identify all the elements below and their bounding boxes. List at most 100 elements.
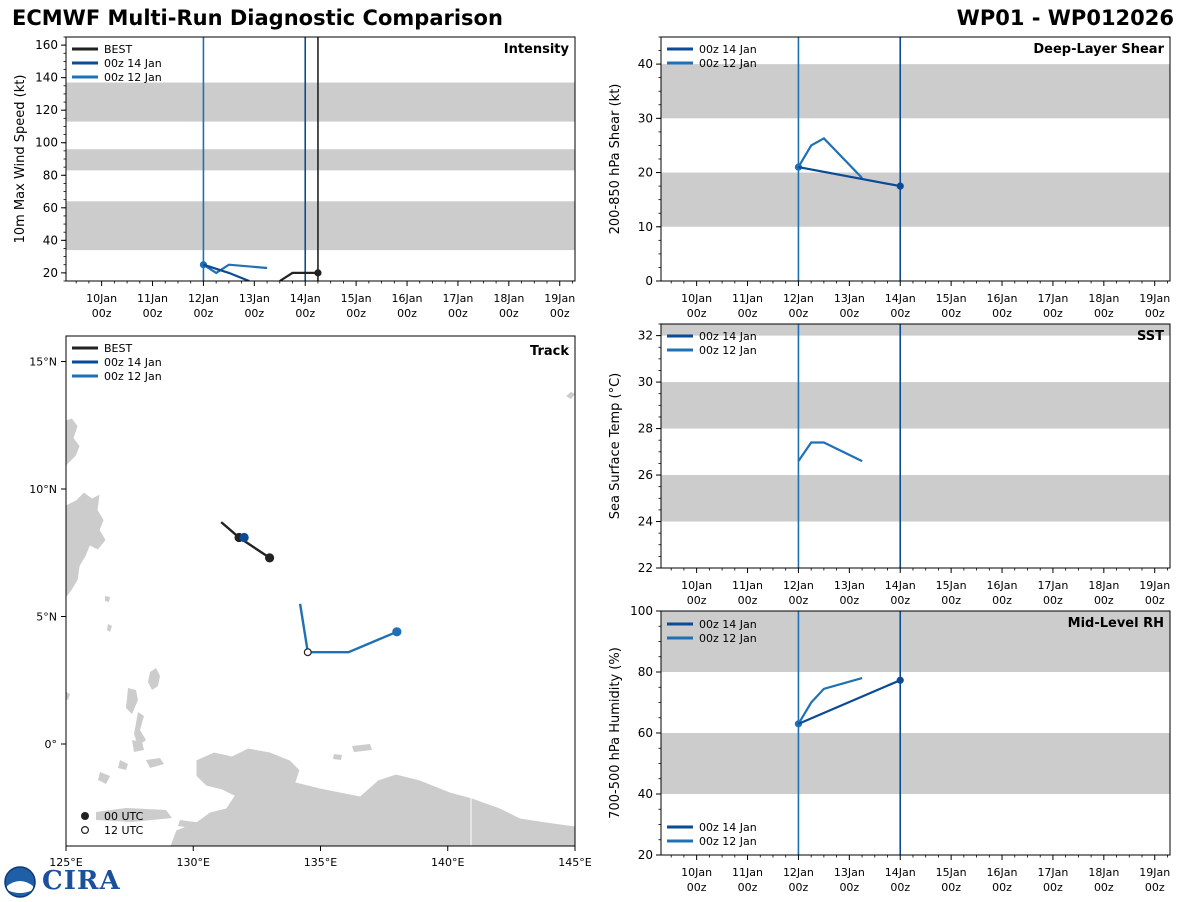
y-tick-label: 24 xyxy=(638,515,653,529)
x-tick-sublabel: 00z xyxy=(839,881,859,894)
y-tick-label: 100 xyxy=(35,136,58,150)
y-tick-label: 32 xyxy=(638,329,653,343)
y-tick-label: 22 xyxy=(638,561,653,575)
x-tick-sublabel: 00z xyxy=(1094,881,1114,894)
y-tick-label: 20 xyxy=(638,848,653,862)
x-tick-label: 145°E xyxy=(558,856,591,869)
cira-logo-text: CIRA xyxy=(42,866,121,896)
x-tick-label: 10Jan xyxy=(681,579,712,592)
sst-panel: 22 24 26 28 30 32 10Jan 00z 11Jan 00z 12Jan 00z 13Ja… xyxy=(608,323,1171,607)
series-group xyxy=(199,261,322,281)
x-tick-sublabel: 00z xyxy=(1094,307,1114,320)
x-tick-label: 10Jan xyxy=(86,292,117,305)
x-tick-label: 17Jan xyxy=(1037,292,1068,305)
x-tick-label: 19Jan xyxy=(1139,292,1170,305)
x-tick-label: 13Jan xyxy=(834,866,865,879)
legend-label: 00z 12 Jan xyxy=(699,57,757,70)
x-tick-sublabel: 00z xyxy=(295,307,315,320)
x-tick-label: 15Jan xyxy=(936,579,967,592)
shear-panel: 0 10 20 30 40 10Jan 00z 11Jan 00z 12Jan 00z 13Jan 00… xyxy=(608,36,1171,320)
y-axis-label: 200-850 hPa Shear (kt) xyxy=(608,84,623,235)
legend-label: 00z 14 Jan xyxy=(699,618,757,631)
land-new-guinea xyxy=(169,747,575,846)
track-marker-run_00z_12jan xyxy=(303,648,312,657)
legend-label: 00z 14 Jan xyxy=(699,330,757,343)
y-tick-label: 100 xyxy=(630,604,653,618)
x-tick-sublabel: 00z xyxy=(194,307,214,320)
x-tick-label: 13Jan xyxy=(834,579,865,592)
threshold-band xyxy=(661,382,1170,429)
legend-label: 00z 12 Jan xyxy=(699,632,757,645)
marker-legend-label: 12 UTC xyxy=(104,824,144,837)
axes-frame xyxy=(660,323,1171,569)
x-tick-label: 135°E xyxy=(304,856,337,869)
y-tick-label: 140 xyxy=(35,71,58,85)
y-tick-label: 40 xyxy=(638,787,653,801)
series-line-best xyxy=(279,271,318,281)
x-tick-sublabel: 00z xyxy=(738,594,758,607)
x-tick-label: 18Jan xyxy=(1088,579,1119,592)
x-tick-sublabel: 00z xyxy=(448,307,468,320)
x-tick-label: 14Jan xyxy=(885,292,916,305)
noaa-logo-icon xyxy=(4,866,36,898)
y-tick-label: 120 xyxy=(35,103,58,117)
series-line-run_00z_12jan xyxy=(202,263,268,275)
y-axis-label: 700-500 hPa Humidity (%) xyxy=(608,647,623,819)
x-tick-label: 125°E xyxy=(49,856,82,869)
series-line-run_00z_12jan xyxy=(797,441,863,463)
threshold-band xyxy=(661,64,1170,119)
legend-label: 00z 14 Jan xyxy=(104,57,162,70)
x-tick-label: 19Jan xyxy=(1139,866,1170,879)
x-tick-sublabel: 00z xyxy=(92,307,112,320)
x-tick-sublabel: 00z xyxy=(890,307,910,320)
x-tick-label: 19Jan xyxy=(544,292,575,305)
x-tick-label: 11Jan xyxy=(732,866,763,879)
x-tick-label: 18Jan xyxy=(493,292,524,305)
figure-title: ECMWF Multi-Run Diagnostic Comparison xyxy=(12,6,503,30)
x-tick-label: 10Jan xyxy=(681,866,712,879)
x-tick-label: 11Jan xyxy=(732,579,763,592)
legend-label: 00z 12 Jan xyxy=(699,344,757,357)
x-tick-sublabel: 00z xyxy=(789,594,809,607)
y-axis-label: Sea Surface Temp (°C) xyxy=(608,373,623,520)
x-tick-sublabel: 00z xyxy=(1094,594,1114,607)
track-marker-best xyxy=(265,553,275,563)
x-tick-label: 12Jan xyxy=(783,292,814,305)
panel-title: Track xyxy=(530,344,569,359)
x-tick-sublabel: 00z xyxy=(143,307,163,320)
threshold-band xyxy=(66,82,575,122)
x-tick-label: 17Jan xyxy=(1037,579,1068,592)
track-panel: 125°E 130°E 135°E 140°E 145°E 0° 5°N 10°N 15°N Tr… xyxy=(29,335,592,869)
panel-title: Intensity xyxy=(504,42,570,57)
series-marker-best xyxy=(314,269,322,277)
x-tick-sublabel: 00z xyxy=(687,881,707,894)
land-biak xyxy=(333,744,372,760)
intensity-panel: 20 40 60 80 100 120 140 160 10Jan 00z 11Jan 00z 12Ja… xyxy=(13,36,576,320)
storm-id: WP01 - WP012026 xyxy=(956,6,1174,30)
x-tick-label: 130°E xyxy=(177,856,210,869)
x-tick-sublabel: 00z xyxy=(1043,307,1063,320)
cira-logo: CIRA xyxy=(4,866,120,898)
y-tick-label: 160 xyxy=(35,38,58,52)
y-tick-label: 26 xyxy=(638,468,653,482)
legend-label: BEST xyxy=(104,342,132,355)
series-line-run_00z_14jan xyxy=(203,263,250,281)
y-tick-label: 0 xyxy=(645,274,653,288)
legend-label: 00z 14 Jan xyxy=(104,356,162,369)
land-philippines xyxy=(66,417,107,599)
marker-legend-symbol xyxy=(80,811,89,820)
x-tick-sublabel: 00z xyxy=(687,307,707,320)
y-tick-label: 15°N xyxy=(29,356,57,369)
track-line-run_00z_12jan xyxy=(298,603,398,654)
y-tick-label: 0° xyxy=(45,738,58,751)
x-tick-label: 16Jan xyxy=(392,292,423,305)
x-tick-label: 14Jan xyxy=(290,292,321,305)
x-tick-sublabel: 00z xyxy=(941,594,961,607)
x-tick-label: 16Jan xyxy=(987,866,1018,879)
x-tick-sublabel: 00z xyxy=(992,881,1012,894)
x-tick-sublabel: 00z xyxy=(1145,307,1165,320)
x-tick-sublabel: 00z xyxy=(890,881,910,894)
x-tick-label: 18Jan xyxy=(1088,292,1119,305)
land-halmahera xyxy=(98,668,164,784)
y-tick-label: 80 xyxy=(638,665,653,679)
